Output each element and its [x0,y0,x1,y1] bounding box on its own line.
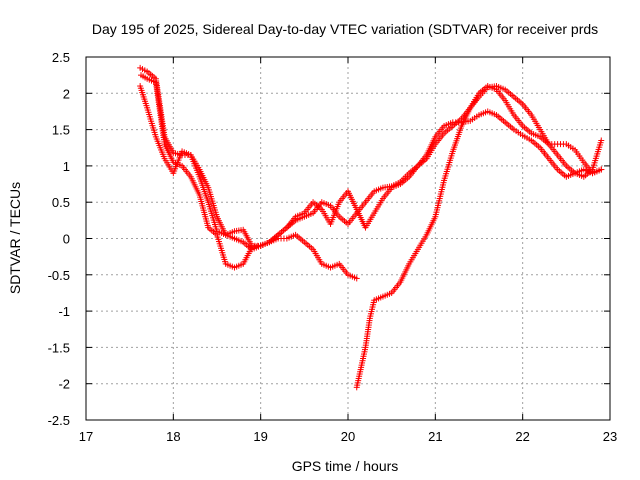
series-track-1 [137,64,360,282]
y-tick-label: 0 [63,232,70,247]
y-tick-label: 2 [63,86,70,101]
y-tick-label: 0.5 [52,195,70,210]
data-point [598,137,605,144]
x-tick-label: 20 [341,429,355,444]
y-tick-label: -0.5 [48,268,70,283]
chart-title: Day 195 of 2025, Sidereal Day-to-day VTE… [92,21,598,37]
y-tick-label: 1.5 [52,123,70,138]
y-tick-label: -1 [58,304,70,319]
x-tick-label: 23 [603,429,617,444]
x-tick-label: 19 [253,429,267,444]
data-point [598,166,605,173]
tick-labels: 17 18 19 20 21 22 23 2.5 2 1.5 1 0.5 0 -0.5 -1 -1.5 -2 -2… [48,50,618,444]
series-track-2 [138,72,605,271]
y-tick-label: -2.5 [48,413,70,428]
data-points [137,64,605,391]
x-tick-label: 17 [79,429,93,444]
x-tick-label: 22 [515,429,529,444]
y-axis-label: SDTVAR / TECUs [7,182,23,294]
axis-ticks [85,56,611,421]
grid-lines [86,57,610,420]
x-tick-label: 21 [428,429,442,444]
y-tick-label: 2.5 [52,50,70,65]
x-tick-label: 18 [166,429,180,444]
y-tick-label: -1.5 [48,340,70,355]
series-track-4 [353,83,605,391]
y-tick-label: -2 [58,377,70,392]
x-axis-label: GPS time / hours [292,458,399,474]
data-point [353,275,360,282]
y-tick-label: 1 [63,159,70,174]
